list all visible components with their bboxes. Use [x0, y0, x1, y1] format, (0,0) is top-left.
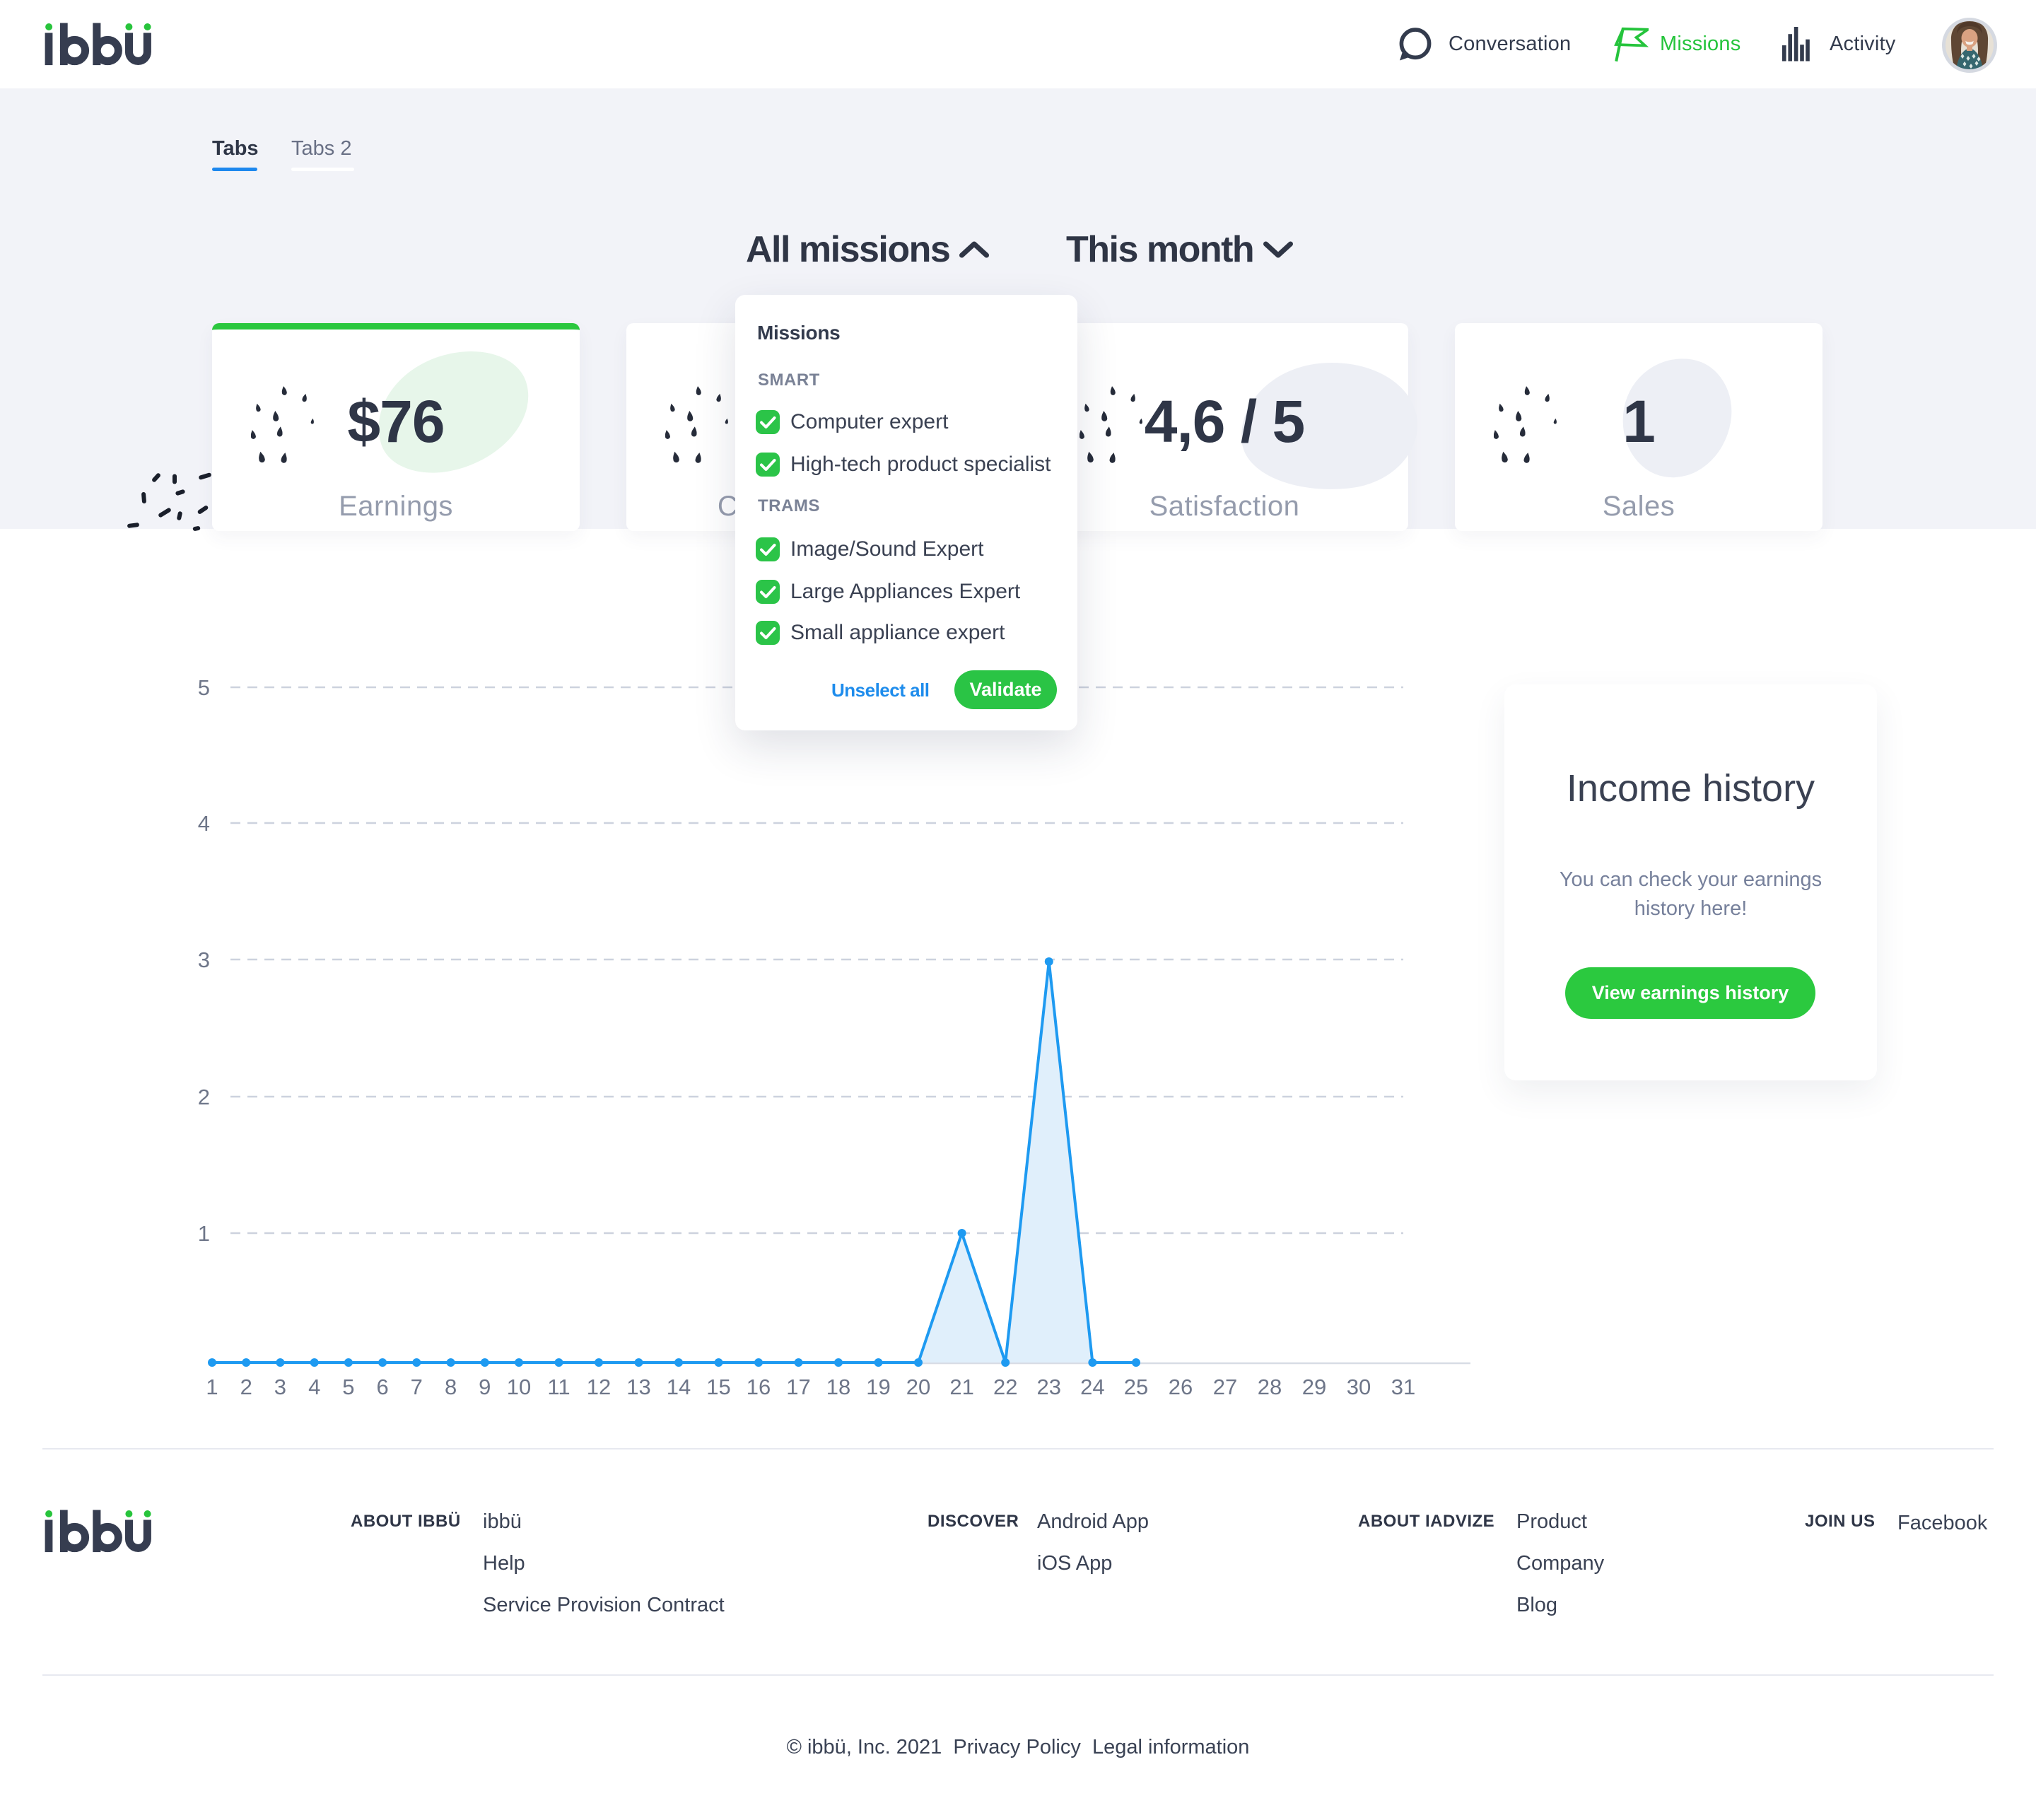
svg-text:4: 4 — [198, 811, 210, 836]
svg-text:5: 5 — [342, 1375, 354, 1399]
svg-text:28: 28 — [1258, 1375, 1282, 1399]
svg-text:29: 29 — [1302, 1375, 1326, 1399]
svg-text:20: 20 — [906, 1375, 930, 1399]
svg-text:2: 2 — [240, 1375, 252, 1399]
svg-text:27: 27 — [1213, 1375, 1237, 1399]
svg-text:14: 14 — [667, 1375, 691, 1399]
svg-text:7: 7 — [411, 1375, 423, 1399]
svg-text:24: 24 — [1080, 1375, 1104, 1399]
svg-text:26: 26 — [1169, 1375, 1193, 1399]
svg-text:4: 4 — [308, 1375, 320, 1399]
svg-text:10: 10 — [507, 1375, 531, 1399]
svg-text:11: 11 — [547, 1375, 570, 1399]
svg-text:15: 15 — [706, 1375, 730, 1399]
svg-text:5: 5 — [198, 675, 210, 700]
svg-text:2: 2 — [198, 1085, 210, 1109]
svg-text:13: 13 — [626, 1375, 650, 1399]
svg-text:8: 8 — [445, 1375, 457, 1399]
svg-text:16: 16 — [747, 1375, 771, 1399]
svg-text:12: 12 — [587, 1375, 611, 1399]
svg-text:31: 31 — [1391, 1375, 1415, 1399]
svg-text:18: 18 — [826, 1375, 850, 1399]
svg-text:21: 21 — [949, 1375, 973, 1399]
svg-text:9: 9 — [479, 1375, 491, 1399]
svg-text:22: 22 — [993, 1375, 1017, 1399]
svg-text:1: 1 — [198, 1221, 210, 1246]
svg-text:23: 23 — [1037, 1375, 1061, 1399]
svg-text:6: 6 — [376, 1375, 388, 1399]
svg-text:30: 30 — [1347, 1375, 1371, 1399]
svg-text:1: 1 — [206, 1375, 218, 1399]
svg-text:17: 17 — [786, 1375, 810, 1399]
svg-text:25: 25 — [1124, 1375, 1148, 1399]
svg-text:3: 3 — [274, 1375, 286, 1399]
svg-text:19: 19 — [866, 1375, 890, 1399]
svg-text:3: 3 — [198, 947, 210, 972]
